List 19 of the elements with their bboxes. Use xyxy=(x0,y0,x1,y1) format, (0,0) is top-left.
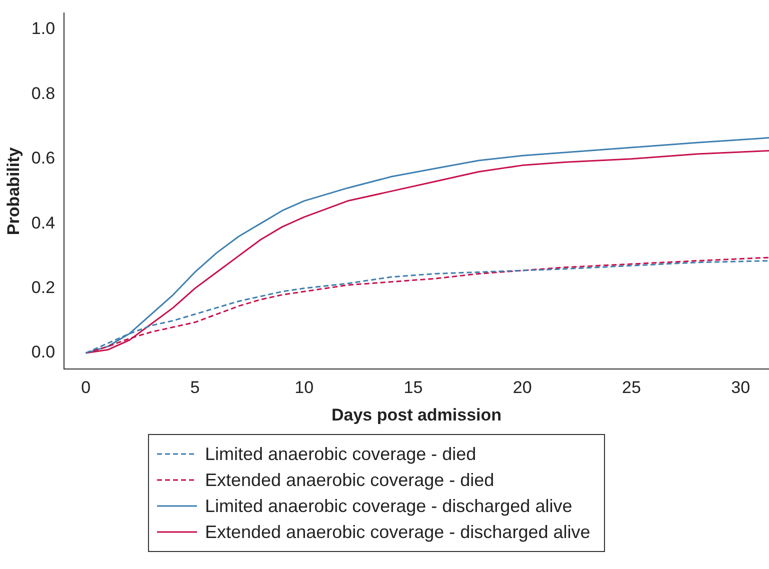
x-axis-title: Days post admission xyxy=(331,405,502,424)
x-tick-label: 30 xyxy=(731,378,750,398)
y-axis-title: Probability xyxy=(4,146,23,236)
y-tick-label: 0.0 xyxy=(31,342,56,362)
x-tick-label: 0 xyxy=(81,378,91,398)
x-tick-label: 5 xyxy=(190,378,200,398)
y-tick-label: 0.2 xyxy=(31,278,56,297)
x-tick-label: 25 xyxy=(622,378,641,398)
y-tick-label: 0.4 xyxy=(31,213,56,232)
legend-label: Extended anaerobic coverage - died xyxy=(205,470,494,490)
x-tick-label: 15 xyxy=(404,378,423,398)
y-tick-label: 1.0 xyxy=(31,19,56,38)
y-tick-label: 0.6 xyxy=(31,148,56,168)
x-tick-label: 20 xyxy=(512,378,532,398)
y-tick-label: 0.8 xyxy=(31,84,56,103)
x-tick-label: 10 xyxy=(294,378,314,398)
legend-label: Extended anaerobic coverage - discharged alive xyxy=(205,522,590,542)
legend-label: Limited anaerobic coverage - discharged alive xyxy=(205,496,572,516)
legend-label: Limited anaerobic coverage - died xyxy=(205,444,476,464)
